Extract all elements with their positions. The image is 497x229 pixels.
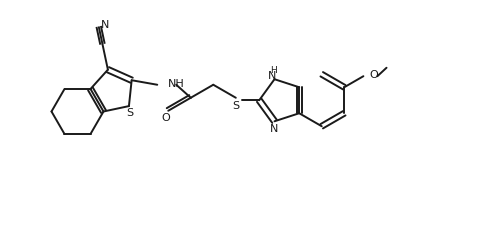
Text: N: N — [101, 20, 109, 30]
Text: O: O — [162, 113, 170, 123]
Text: S: S — [126, 108, 134, 118]
Text: NH: NH — [168, 79, 185, 89]
Text: N: N — [270, 124, 279, 134]
Text: N: N — [268, 71, 276, 81]
Text: H: H — [270, 66, 277, 75]
Text: O: O — [369, 70, 378, 80]
Text: S: S — [232, 101, 240, 111]
